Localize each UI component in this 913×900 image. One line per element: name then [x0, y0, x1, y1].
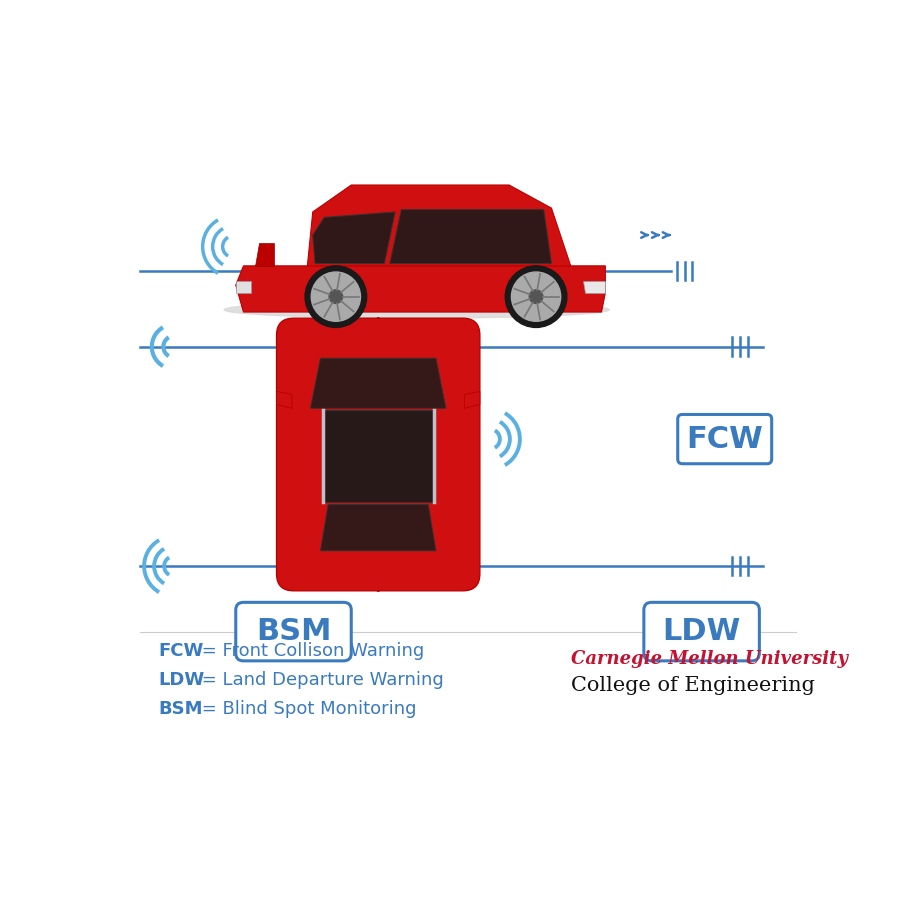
Circle shape — [329, 290, 342, 303]
Text: = Front Collison Warning: = Front Collison Warning — [195, 642, 424, 660]
Circle shape — [305, 266, 367, 328]
FancyBboxPatch shape — [644, 602, 760, 661]
Polygon shape — [390, 210, 551, 264]
Circle shape — [511, 272, 561, 321]
Text: BSM: BSM — [256, 617, 331, 646]
Polygon shape — [277, 392, 292, 409]
Polygon shape — [313, 212, 395, 264]
Text: FCW: FCW — [159, 642, 205, 660]
Text: = Blind Spot Monitoring: = Blind Spot Monitoring — [195, 700, 416, 718]
Polygon shape — [465, 392, 480, 409]
Polygon shape — [310, 358, 446, 409]
Polygon shape — [236, 266, 605, 312]
Polygon shape — [236, 281, 251, 292]
Polygon shape — [323, 410, 434, 502]
Ellipse shape — [225, 302, 609, 319]
Circle shape — [530, 290, 543, 303]
Text: BSM: BSM — [159, 700, 204, 718]
FancyBboxPatch shape — [236, 602, 352, 661]
Circle shape — [311, 272, 361, 321]
Polygon shape — [583, 281, 605, 292]
Text: LDW: LDW — [663, 617, 740, 646]
FancyBboxPatch shape — [277, 319, 480, 590]
Polygon shape — [308, 185, 571, 266]
Circle shape — [505, 266, 567, 328]
Text: LDW: LDW — [159, 671, 205, 689]
Text: Carnegie Mellon University: Carnegie Mellon University — [571, 650, 847, 668]
Polygon shape — [255, 243, 274, 266]
FancyBboxPatch shape — [677, 415, 771, 464]
Polygon shape — [320, 505, 436, 551]
Text: FCW: FCW — [687, 425, 763, 454]
Text: = Land Departure Warning: = Land Departure Warning — [195, 671, 444, 689]
Text: College of Engineering: College of Engineering — [571, 676, 814, 695]
